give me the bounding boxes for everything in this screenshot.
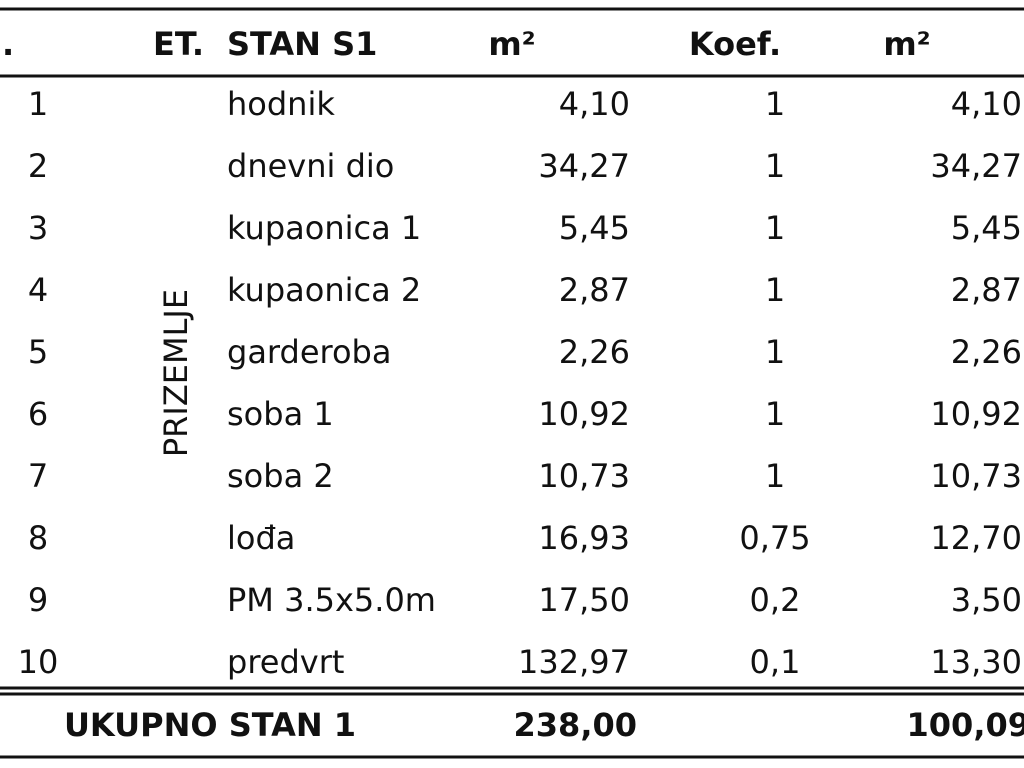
room-name: soba 2 <box>227 457 334 495</box>
row-number: 9 <box>28 581 48 619</box>
area: 34,27 <box>538 147 630 185</box>
header-cell: Koef. <box>689 25 781 63</box>
area: 2,87 <box>559 271 630 309</box>
row-number: 4 <box>28 271 48 309</box>
area: 10,73 <box>538 457 630 495</box>
area: 4,10 <box>559 85 630 123</box>
row-number: 6 <box>28 395 48 433</box>
area: 5,45 <box>559 209 630 247</box>
net-area: 4,10 <box>951 85 1022 123</box>
coefficient: 1 <box>765 147 785 185</box>
row-number: 8 <box>28 519 48 557</box>
row-number: 2 <box>28 147 48 185</box>
room-name: garderoba <box>227 333 391 371</box>
row-number: 10 <box>18 643 59 681</box>
coefficient: 1 <box>765 209 785 247</box>
header-cell: . <box>2 25 14 63</box>
room-name: dnevni dio <box>227 147 394 185</box>
row-number: 1 <box>28 85 48 123</box>
coefficient: 1 <box>765 271 785 309</box>
area: 2,26 <box>559 333 630 371</box>
room-name: PM 3.5x5.0m <box>227 581 436 619</box>
room-name: kupaonica 1 <box>227 209 421 247</box>
net-area: 3,50 <box>951 581 1022 619</box>
total-area2: 100,09 <box>907 706 1024 744</box>
net-area: 10,73 <box>930 457 1022 495</box>
header-cell: m² <box>883 25 930 63</box>
coefficient: 0,2 <box>750 581 801 619</box>
total-area: 238,00 <box>514 706 637 744</box>
row-number: 3 <box>28 209 48 247</box>
net-area: 10,92 <box>930 395 1022 433</box>
net-area: 2,87 <box>951 271 1022 309</box>
coefficient: 1 <box>765 333 785 371</box>
coefficient: 0,1 <box>750 643 801 681</box>
coefficient: 1 <box>765 457 785 495</box>
header-cell: ET. <box>153 25 204 63</box>
header-cell: STAN S1 <box>227 25 377 63</box>
header-cell: m² <box>488 25 535 63</box>
row-number: 5 <box>28 333 48 371</box>
area: 10,92 <box>538 395 630 433</box>
floor-label: PRIZEMLJE <box>157 289 195 457</box>
total-label: UKUPNO STAN 1 <box>64 706 356 744</box>
net-area: 2,26 <box>951 333 1022 371</box>
row-number: 7 <box>28 457 48 495</box>
area: 17,50 <box>538 581 630 619</box>
coefficient: 1 <box>765 85 785 123</box>
net-area: 13,30 <box>930 643 1022 681</box>
area: 16,93 <box>538 519 630 557</box>
net-area: 5,45 <box>951 209 1022 247</box>
net-area: 34,27 <box>930 147 1022 185</box>
room-name: kupaonica 2 <box>227 271 421 309</box>
room-name: soba 1 <box>227 395 334 433</box>
room-name: hodnik <box>227 85 335 123</box>
area: 132,97 <box>518 643 630 681</box>
room-name: lođa <box>227 519 295 557</box>
net-area: 12,70 <box>930 519 1022 557</box>
coefficient: 0,75 <box>739 519 810 557</box>
coefficient: 1 <box>765 395 785 433</box>
room-name: predvrt <box>227 643 344 681</box>
